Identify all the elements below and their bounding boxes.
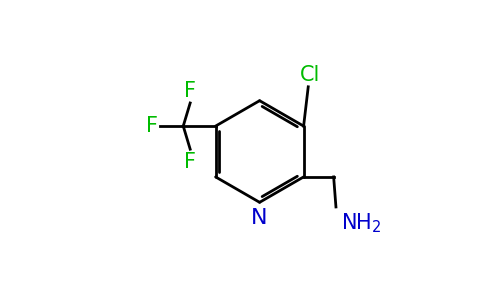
Text: NH$_2$: NH$_2$ — [341, 212, 381, 235]
Text: Cl: Cl — [301, 64, 321, 85]
Text: F: F — [184, 152, 196, 172]
Text: N: N — [251, 208, 268, 228]
Text: F: F — [146, 116, 158, 136]
Text: F: F — [184, 81, 196, 101]
